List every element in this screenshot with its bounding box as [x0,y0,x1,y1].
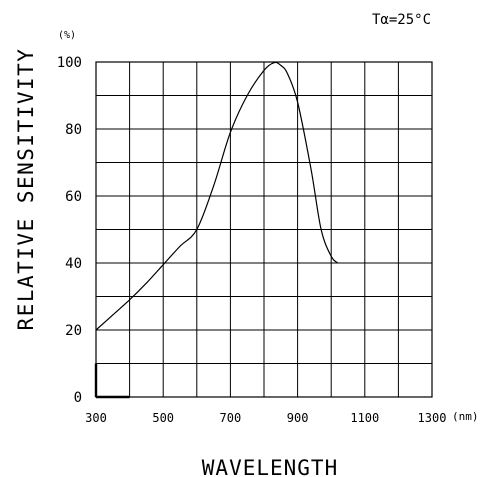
plot-border [95,61,433,398]
y-tick-label: 100 [57,55,82,71]
y-tick-label: 0 [74,390,82,406]
condition-label: Tα=25°C [372,12,431,28]
x-tick-label: 500 [152,411,174,425]
x-tick-label: 1100 [350,411,379,425]
x-unit-label: (nm) [452,410,479,423]
grid [96,62,432,397]
series-layer [95,61,339,331]
y-tick-label: 40 [65,256,82,272]
y-tick-label: 80 [65,122,82,138]
y-tick-label: 60 [65,189,82,205]
x-tick-label: 900 [287,411,309,425]
x-axis-title: WAVELENGTH [202,456,338,477]
y-tick-label: 20 [65,323,82,339]
x-tick-label: 300 [85,411,107,425]
sensitivity-curve [95,61,339,331]
y-unit-label: (%) [58,30,76,41]
plot-frame [94,61,433,399]
tick-labels: 300 500 700 900 1100 1300 0 20 40 60 80 100 [57,55,447,425]
x-tick-label: 1300 [418,411,447,425]
y-axis-title: RELATIVE SENSITIVITY [14,48,38,331]
x-tick-label: 700 [220,411,242,425]
